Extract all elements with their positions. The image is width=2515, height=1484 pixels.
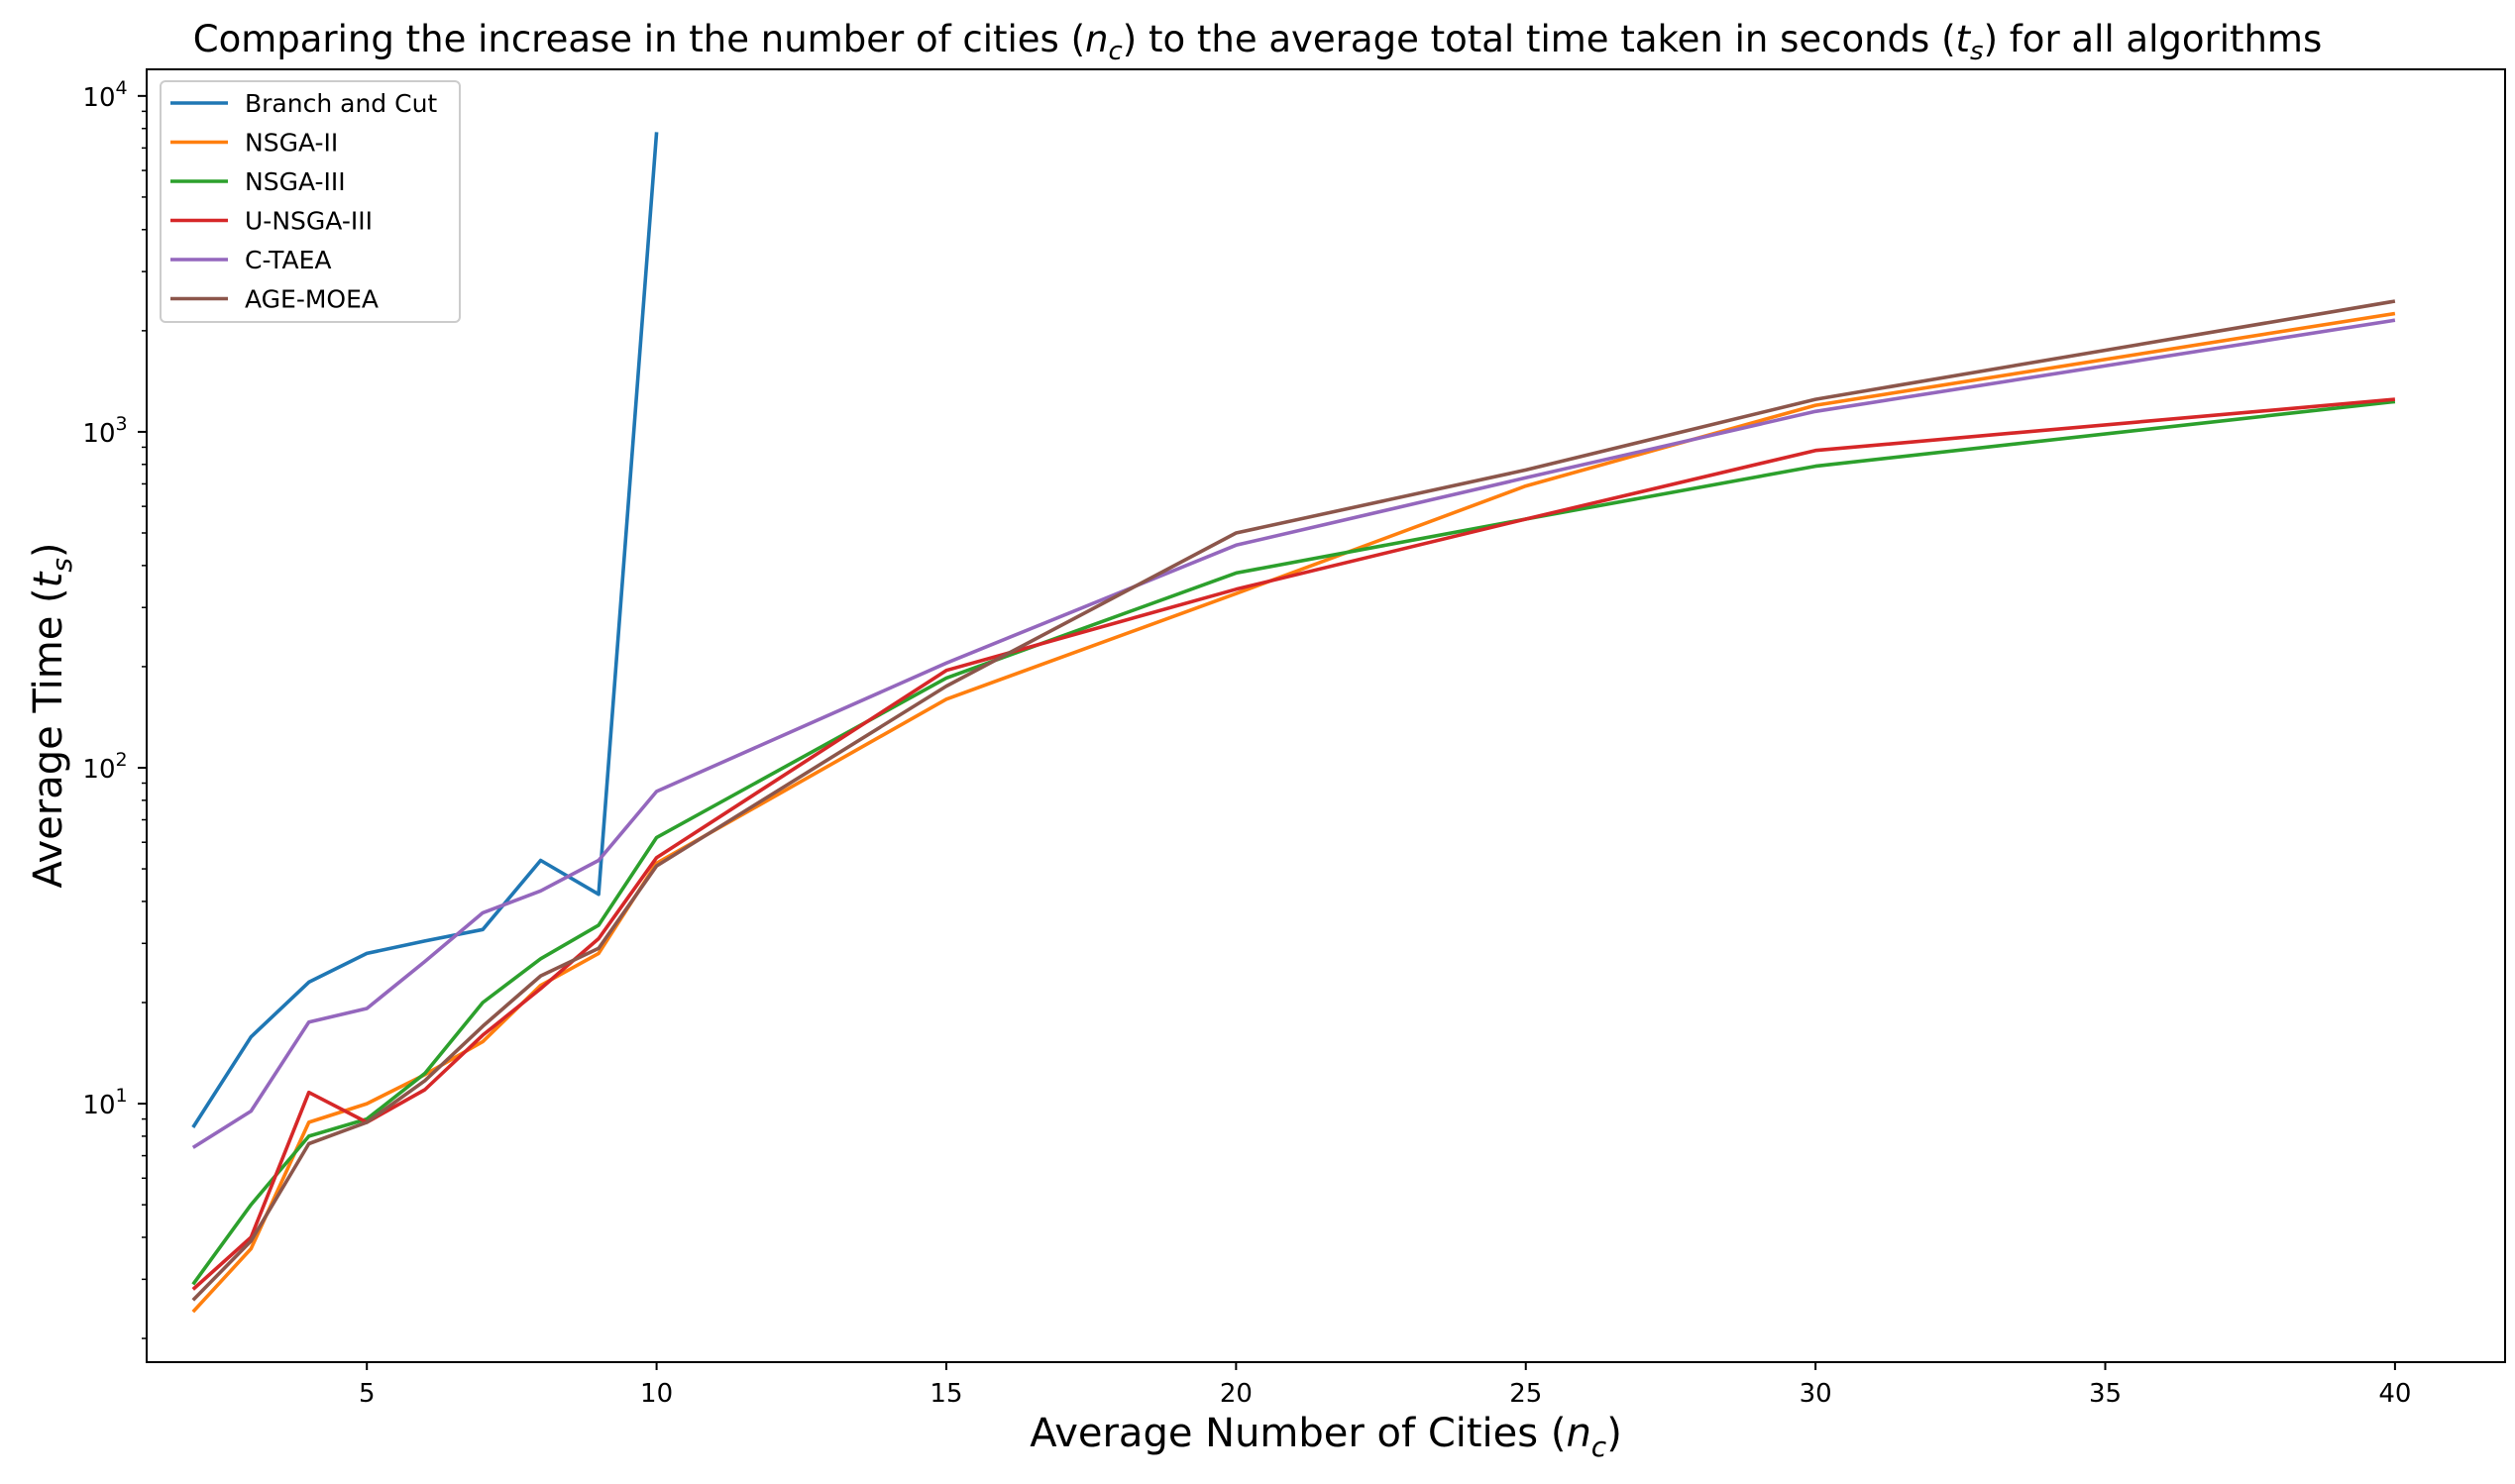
x-axis-ticks: 5 10 15 20 25 30 35 40 [359,1362,2411,1409]
x-axis-label: Average Number of Cities (nc) [1030,1411,1622,1463]
x-tick-label: 10 [640,1379,673,1409]
legend-label: NSGA-III [245,167,346,196]
series-line-age-moea [191,299,2396,1302]
legend-label: Branch and Cut [245,89,437,118]
series-line-nsga-ii [191,311,2396,1314]
legend-label: NSGA-II [245,129,338,158]
y-tick-label: 102 [82,749,127,785]
x-tick-label: 20 [1220,1379,1253,1409]
x-tick-label: 40 [2378,1379,2411,1409]
y-axis-ticks: 101 102 103 104 [82,77,147,1339]
y-axis-label: Average Time (ts) [26,542,78,888]
y-tick-label: 101 [82,1085,127,1120]
plot-frame [146,68,2506,1363]
series-lines [191,132,2396,1314]
x-tick-label: 35 [2089,1379,2122,1409]
series-line-c-taea [191,318,2396,1149]
series-line-branch-and-cut [191,132,659,1128]
legend: Branch and Cut NSGA-II NSGA-III U-NSGA-III C… [160,80,461,323]
legend-label: AGE-MOEA [245,285,379,314]
x-tick-label: 5 [359,1379,376,1409]
legend-box [160,80,461,323]
chart-title: Comparing the increase in the number of … [193,18,2323,66]
y-tick-label: 104 [82,77,127,113]
x-tick-label: 25 [1509,1379,1542,1409]
series-line-nsga-iii [191,399,2396,1286]
legend-label: U-NSGA-III [245,207,373,236]
x-tick-label: 30 [1800,1379,1832,1409]
x-tick-label: 15 [929,1379,962,1409]
legend-label: C-TAEA [245,246,332,274]
y-tick-label: 103 [82,413,127,449]
